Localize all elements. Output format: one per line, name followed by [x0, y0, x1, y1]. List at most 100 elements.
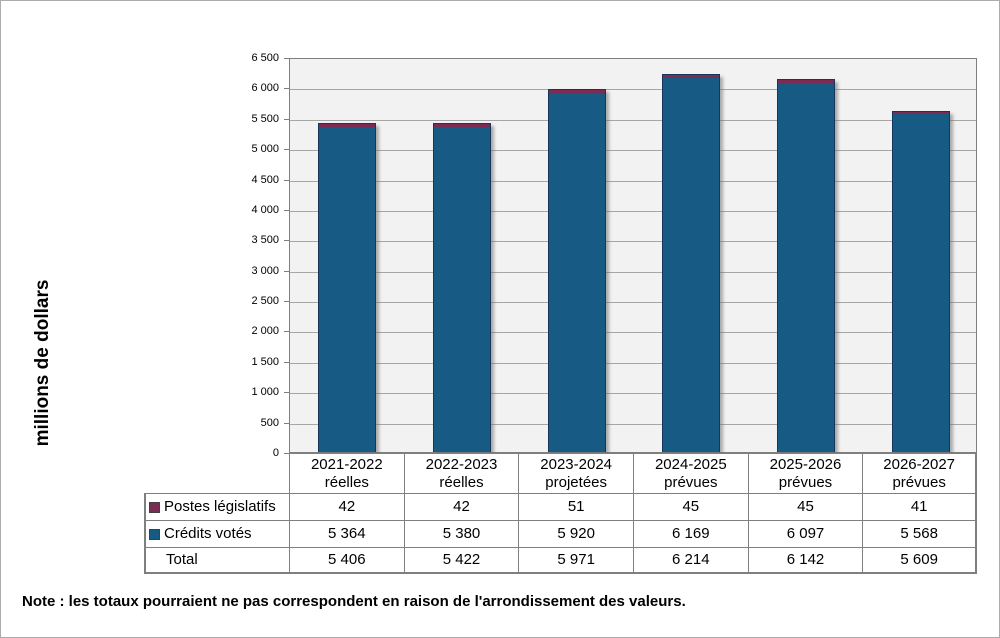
gridline — [290, 424, 976, 425]
bar-segment-credits-votes — [663, 78, 719, 452]
column-header-qualifier: prévues — [778, 473, 833, 491]
table-cell: 6 142 — [747, 547, 863, 574]
y-axis-tick-label: 6 000 — [251, 82, 279, 94]
column-header: 2024-2025 prévues — [632, 453, 748, 493]
y-axis-tick-label: 2 000 — [251, 325, 279, 337]
y-axis-tick-mark — [284, 423, 290, 424]
table-corner-empty — [144, 453, 289, 493]
bar-segment-postes-legislatifs — [893, 112, 949, 114]
column-header-qualifier: prévues — [664, 473, 718, 491]
y-axis-tick-mark — [284, 301, 290, 302]
column-header-year: 2024-2025 — [654, 455, 727, 473]
bar-segment-credits-votes — [549, 93, 605, 452]
column-header-year: 2021-2022 — [310, 455, 383, 473]
stacked-bar — [777, 79, 835, 452]
row-label-text: Crédits votés — [164, 525, 252, 542]
y-axis-tick-mark — [284, 240, 290, 241]
legend-swatch-icon — [149, 528, 160, 540]
y-axis-tick-label: 500 — [260, 417, 279, 429]
gridline — [290, 181, 976, 182]
legend-swatch-icon — [149, 501, 160, 513]
y-axis-tick-mark — [284, 58, 290, 59]
y-axis-tick-mark — [284, 119, 290, 120]
gridline — [290, 150, 976, 151]
y-axis-tick-mark — [284, 149, 290, 150]
bar-segment-credits-votes — [778, 83, 834, 452]
column-header: 2021-2022 réelles — [289, 453, 404, 493]
data-table: 2021-2022 réelles 2022-2023 réelles 2023-202… — [144, 453, 977, 574]
footnote: Note : les totaux pourraient ne pas corr… — [22, 593, 686, 610]
y-axis-tick-label: 1 000 — [251, 386, 279, 398]
row-label-text: Postes législatifs — [164, 498, 276, 515]
table-cell: 5 364 — [289, 520, 404, 547]
y-axis-tick-mark — [284, 331, 290, 332]
y-axis-tick-label: 4 500 — [251, 174, 279, 186]
gridline — [290, 272, 976, 273]
table-cell: 5 971 — [518, 547, 633, 574]
column-header-year: 2026-2027 — [883, 455, 956, 473]
gridline — [290, 211, 976, 212]
column-header-year: 2022-2023 — [425, 455, 498, 473]
bar-segment-postes-legislatifs — [319, 124, 375, 127]
bar-segment-postes-legislatifs — [778, 80, 834, 83]
table-cell: 5 568 — [862, 520, 977, 547]
table-cell: 5 406 — [289, 547, 404, 574]
gridline — [290, 393, 976, 394]
stacked-bar — [318, 123, 376, 452]
y-axis-tick-mark — [284, 210, 290, 211]
column-header-qualifier: prévues — [892, 473, 946, 491]
bar-segment-credits-votes — [319, 127, 375, 452]
y-axis-tick-label: 6 500 — [251, 52, 279, 64]
gridline — [290, 89, 976, 90]
table-cell: 6 097 — [747, 520, 863, 547]
column-header: 2022-2023 réelles — [403, 453, 519, 493]
gridline — [290, 241, 976, 242]
table-cell: 6 214 — [632, 547, 748, 574]
y-axis-tick-label: 0 — [272, 447, 279, 459]
y-axis-tick-mark — [284, 180, 290, 181]
column-header-year: 2023-2024 — [540, 455, 613, 473]
bar-segment-credits-votes — [893, 114, 949, 452]
bar-segment-postes-legislatifs — [663, 75, 719, 78]
stacked-bar — [433, 123, 491, 452]
bar-segment-postes-legislatifs — [549, 90, 605, 93]
table-cell: 45 — [747, 493, 863, 520]
table-cell: 5 380 — [403, 520, 519, 547]
stacked-bar — [548, 89, 606, 452]
column-header: 2026-2027 prévues — [862, 453, 977, 493]
table-cell: 42 — [403, 493, 519, 520]
stacked-bar — [662, 74, 720, 452]
gridline — [290, 332, 976, 333]
gridline — [290, 363, 976, 364]
y-axis-tick-mark — [284, 88, 290, 89]
stacked-bar — [892, 111, 950, 452]
table-cell: 6 169 — [632, 520, 748, 547]
table-cell: 5 920 — [518, 520, 633, 547]
gridline — [290, 120, 976, 121]
table-cell: 41 — [862, 493, 977, 520]
row-label-postes-legislatifs: Postes législatifs — [144, 493, 289, 520]
bar-segment-credits-votes — [434, 127, 490, 452]
y-axis-tick-mark — [284, 453, 290, 454]
y-axis-tick-label: 5 000 — [251, 143, 279, 155]
column-header-qualifier: réelles — [439, 473, 484, 491]
y-axis-tick-label: 5 500 — [251, 113, 279, 125]
column-header-qualifier: réelles — [324, 473, 369, 491]
column-header-qualifier: projetées — [545, 473, 608, 491]
table-cell: 45 — [632, 493, 748, 520]
y-axis-title: millions de dollars — [32, 279, 53, 447]
plot-area — [289, 58, 977, 453]
y-axis-tick-label: 4 000 — [251, 204, 279, 216]
bar-segment-postes-legislatifs — [434, 124, 490, 127]
table-cell: 5 422 — [403, 547, 519, 574]
row-label-total: Total — [144, 547, 289, 574]
row-label-credits-votes: Crédits votés — [144, 520, 289, 547]
gridline — [290, 302, 976, 303]
table-cell: 51 — [518, 493, 633, 520]
column-header-year: 2025-2026 — [769, 455, 842, 473]
y-axis-tick-mark — [284, 392, 290, 393]
column-header: 2023-2024 projetées — [518, 453, 633, 493]
y-axis-tick-label: 3 000 — [251, 265, 279, 277]
table-cell: 5 609 — [862, 547, 977, 574]
